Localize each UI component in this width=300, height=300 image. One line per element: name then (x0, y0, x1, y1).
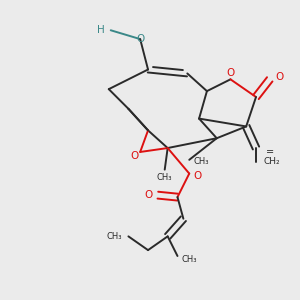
Text: O: O (130, 151, 138, 161)
Text: O: O (275, 72, 284, 82)
Text: H: H (97, 25, 105, 35)
Text: CH₃: CH₃ (193, 157, 209, 166)
Text: O: O (226, 68, 235, 78)
Text: =: = (266, 147, 274, 157)
Text: CH₂: CH₂ (263, 157, 280, 166)
Text: O: O (193, 170, 201, 181)
Text: CH₃: CH₃ (157, 173, 172, 182)
Text: O: O (144, 190, 152, 200)
Text: CH₃: CH₃ (107, 232, 122, 241)
Text: CH₃: CH₃ (182, 255, 197, 264)
Text: O: O (136, 34, 144, 44)
